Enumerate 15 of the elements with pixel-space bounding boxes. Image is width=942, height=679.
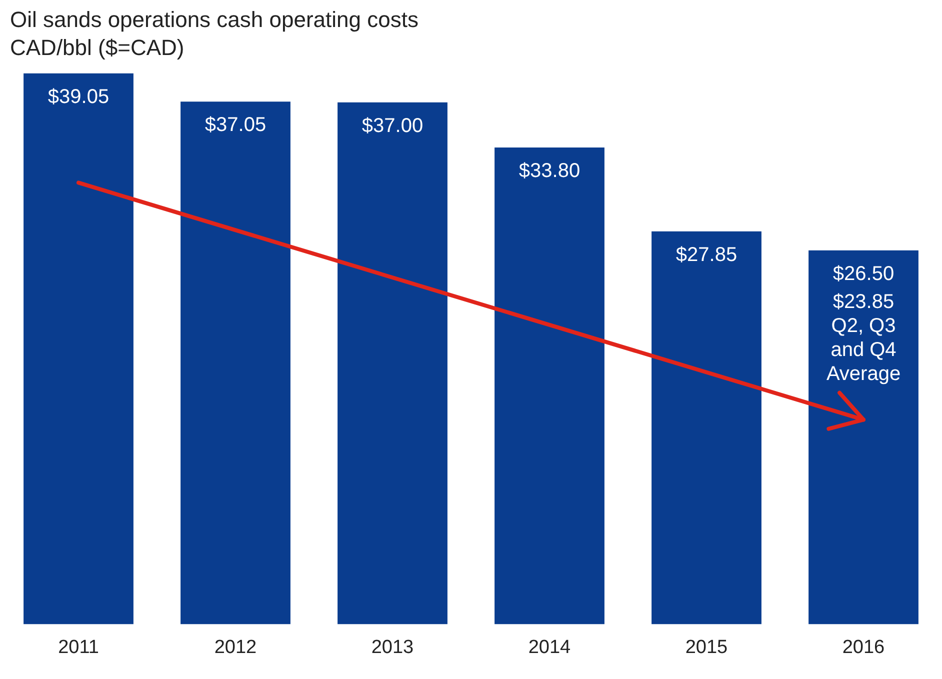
x-tick-label: 2012 xyxy=(214,636,257,658)
annotation: $23.85 Q2, Q3 and Q4 Average xyxy=(826,290,901,385)
data-label: $33.80 xyxy=(518,160,580,182)
data-label: $39.05 xyxy=(48,86,110,108)
chart-subtitle: CAD/bbl ($=CAD) xyxy=(10,34,186,62)
chart-title: Oil sands operations cash operating costs xyxy=(10,6,418,34)
data-label: $27.85 xyxy=(676,244,738,266)
x-tick-label: 2013 xyxy=(371,636,414,658)
data-label: $26.50 xyxy=(832,262,894,285)
x-tick-label: 2011 xyxy=(58,636,99,658)
x-tick-label: 2015 xyxy=(685,636,728,658)
x-tick-label: 2016 xyxy=(842,636,885,658)
data-label: $37.00 xyxy=(362,114,424,137)
x-tick-label: 2014 xyxy=(528,636,572,658)
data-label: $37.05 xyxy=(204,114,266,136)
